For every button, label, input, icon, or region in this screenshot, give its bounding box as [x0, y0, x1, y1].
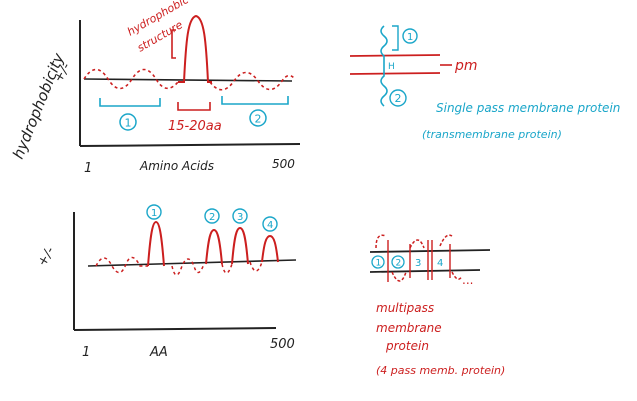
multi-pass-ellipsis: ...	[462, 273, 473, 287]
single-pass-membrane-bottom	[349, 72, 441, 75]
top-segment-1-label: 1	[125, 117, 132, 130]
top-segment-2-bracket	[221, 96, 289, 105]
multi-pass-caption-line1: multipass	[376, 301, 434, 315]
single-pass-helix-label: H	[388, 62, 395, 72]
single-pass-chain	[380, 25, 388, 107]
single-pass-caption-line2: (transmembrane protein)	[422, 128, 562, 141]
multi-pass-membrane-bottom	[369, 269, 481, 273]
multi-pass-segment-4-label: 4	[437, 258, 443, 269]
multi-pass-caption-line3: protein	[385, 339, 429, 353]
top-x-axis	[79, 143, 301, 147]
bottom-hydrophobicity-plot: +/- 1 2 3 4 1 AA 500	[35, 204, 297, 360]
bottom-x-axis	[73, 327, 277, 331]
multi-pass-segment-2-label: 2	[396, 259, 402, 269]
bottom-peak-3-label: 3	[237, 212, 243, 223]
multi-pass-diagram: 1 2 3 4 ... multipass membrane protein (…	[369, 234, 505, 377]
top-hydrophobicity-plot: hydrophobicity +/- hydrophobic structure…	[9, 0, 301, 176]
bottom-peak-1-label: 1	[151, 208, 157, 219]
multi-pass-membrane-top	[369, 249, 491, 253]
multi-pass-caption-line4: (4 pass memb. protein)	[376, 364, 505, 377]
bottom-peak-1	[147, 220, 165, 267]
top-x-end: 500	[272, 157, 295, 171]
bottom-x-start: 1	[82, 345, 90, 360]
single-pass-diagram: pm H 1 2 Single pass membrane protein (t…	[349, 25, 620, 141]
multi-pass-segment-3-label: 3	[415, 258, 421, 269]
top-hydrophobic-peak	[178, 14, 212, 83]
bottom-y-sign: +/-	[35, 244, 58, 269]
top-x-start: 1	[84, 161, 92, 176]
top-dotted-wave-right	[209, 71, 295, 91]
multi-pass-loops	[375, 234, 463, 282]
top-segment-2-label: 2	[255, 113, 262, 126]
top-peak-label-bracket	[171, 29, 176, 59]
multi-pass-brackets	[387, 240, 451, 282]
single-pass-domain-2-circle	[389, 89, 407, 107]
single-pass-caption-line1: Single pass membrane protein	[436, 101, 620, 115]
single-pass-domain-2-label: 2	[395, 92, 402, 105]
top-segment-1-bracket	[99, 98, 161, 107]
top-segment-2-circle	[249, 109, 267, 127]
top-baseline	[83, 78, 293, 82]
single-pass-membrane-label: pm	[454, 58, 478, 74]
bottom-peak-2-label: 2	[209, 212, 215, 223]
bottom-peak-4	[261, 234, 279, 263]
bottom-peak-3-circle	[232, 208, 248, 224]
single-pass-domain-1-label: 1	[407, 32, 413, 43]
single-pass-membrane-top	[349, 54, 441, 57]
top-x-axis-label: Amino Acids	[139, 159, 214, 173]
bottom-peak-1-circle	[146, 204, 162, 220]
multi-pass-segment-1-circle	[371, 255, 385, 269]
bottom-peak-4-circle	[262, 216, 278, 232]
single-pass-domain-1-bracket	[392, 25, 399, 51]
bottom-x-end: 500	[270, 337, 295, 352]
bottom-dotted-wave	[95, 256, 263, 276]
bottom-peak-2-circle	[204, 208, 220, 224]
multi-pass-segment-2-circle	[391, 255, 405, 269]
top-span-bracket	[177, 102, 211, 111]
bottom-peak-4-label: 4	[267, 220, 273, 231]
top-span-label: 15-20aa	[168, 119, 222, 134]
bottom-peak-2	[205, 228, 223, 265]
multi-pass-segment-1-label: 1	[376, 259, 382, 269]
top-dotted-wave-left	[83, 68, 179, 90]
multi-pass-caption-line2: membrane	[376, 321, 442, 335]
single-pass-domain-1-circle	[402, 28, 418, 44]
bottom-x-axis-label: AA	[149, 345, 168, 360]
top-segment-1-circle	[119, 113, 137, 131]
bottom-peak-3	[231, 226, 249, 265]
